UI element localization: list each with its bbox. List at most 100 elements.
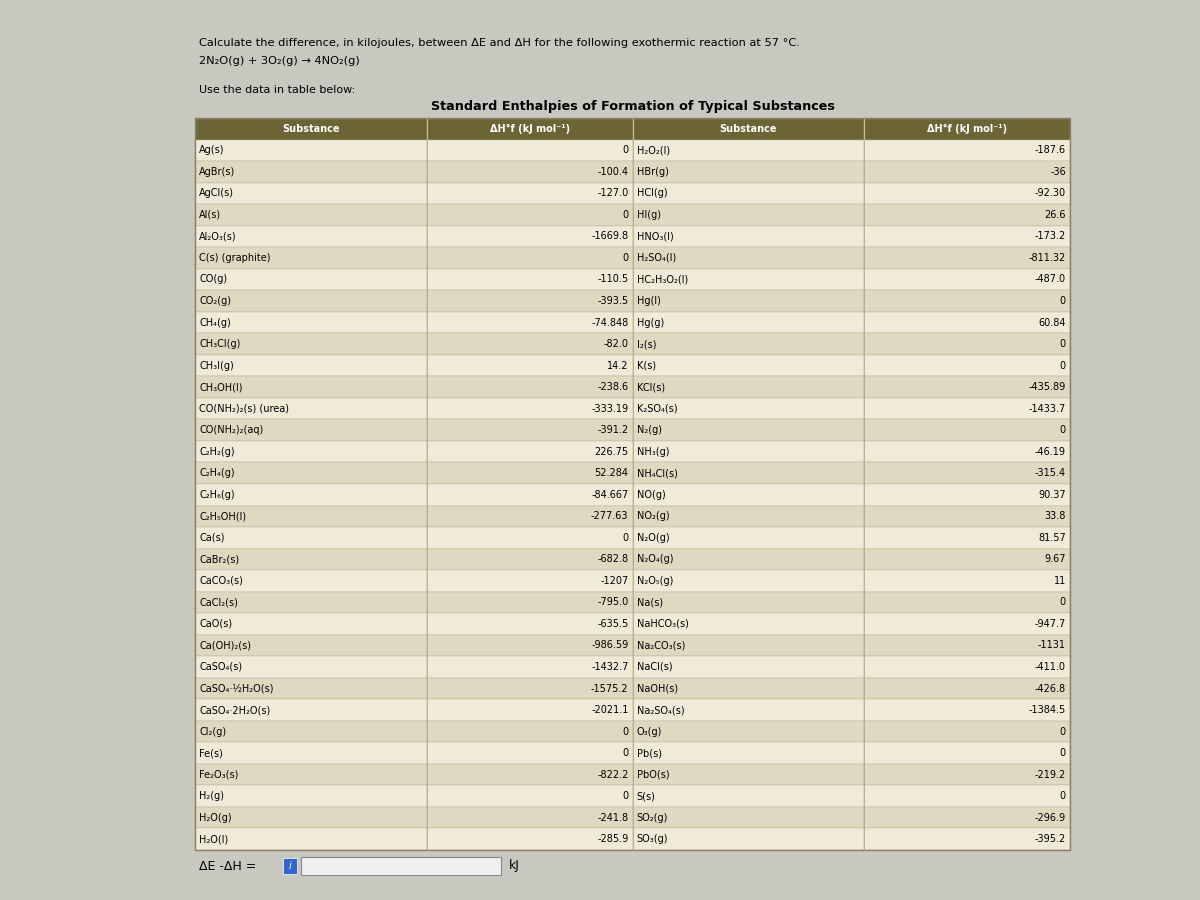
Bar (427, 613, 632, 634)
Bar (194, 786, 427, 807)
Bar (632, 355, 864, 376)
Bar (427, 355, 632, 376)
Bar (194, 290, 427, 311)
Text: 0: 0 (623, 145, 629, 156)
Text: -333.19: -333.19 (592, 403, 629, 414)
Bar (194, 506, 427, 527)
Bar (864, 829, 1070, 850)
Text: 0: 0 (623, 210, 629, 220)
Bar (194, 807, 427, 829)
Text: Na(s): Na(s) (636, 598, 662, 608)
Text: Substance: Substance (720, 124, 778, 134)
Bar (632, 829, 864, 850)
Bar (194, 311, 427, 333)
Bar (194, 140, 427, 161)
Text: 0: 0 (623, 726, 629, 736)
Bar (427, 118, 632, 140)
Bar (864, 678, 1070, 699)
Bar (864, 376, 1070, 398)
Bar (194, 118, 427, 140)
Bar (864, 742, 1070, 764)
Bar (864, 506, 1070, 527)
Bar (864, 549, 1070, 570)
Bar (194, 549, 427, 570)
Bar (864, 764, 1070, 786)
Bar (864, 613, 1070, 634)
Bar (427, 591, 632, 613)
Bar (427, 527, 632, 549)
Bar (427, 140, 632, 161)
Bar (427, 786, 632, 807)
Text: -1207: -1207 (600, 576, 629, 586)
Text: Ca(OH)₂(s): Ca(OH)₂(s) (199, 641, 251, 651)
Text: AgCl(s): AgCl(s) (199, 188, 234, 198)
Text: -277.63: -277.63 (592, 511, 629, 521)
Text: -1432.7: -1432.7 (592, 662, 629, 672)
Text: 11: 11 (1054, 576, 1066, 586)
Bar (194, 376, 427, 398)
Bar (632, 807, 864, 829)
Bar (194, 183, 427, 204)
Bar (864, 484, 1070, 506)
Text: Ca(s): Ca(s) (199, 533, 224, 543)
Bar (864, 226, 1070, 248)
Text: 226.75: 226.75 (594, 446, 629, 456)
Text: 81.57: 81.57 (1038, 533, 1066, 543)
Bar (427, 829, 632, 850)
Text: C₂H₆(g): C₂H₆(g) (199, 490, 235, 500)
Text: HI(g): HI(g) (636, 210, 660, 220)
Text: -92.30: -92.30 (1034, 188, 1066, 198)
Text: 0: 0 (1060, 296, 1066, 306)
Bar (283, 858, 298, 874)
Bar (864, 290, 1070, 311)
Bar (864, 656, 1070, 678)
Text: Standard Enthalpies of Formation of Typical Substances: Standard Enthalpies of Formation of Typi… (431, 100, 834, 113)
Bar (632, 656, 864, 678)
Text: NaHCO₃(s): NaHCO₃(s) (636, 619, 689, 629)
Text: -411.0: -411.0 (1034, 662, 1066, 672)
Bar (427, 764, 632, 786)
Bar (864, 634, 1070, 656)
Bar (864, 441, 1070, 463)
Text: 0: 0 (1060, 339, 1066, 349)
Text: 33.8: 33.8 (1045, 511, 1066, 521)
Text: C₂H₄(g): C₂H₄(g) (199, 468, 235, 478)
Bar (864, 721, 1070, 742)
Text: Pb(s): Pb(s) (636, 748, 661, 758)
Text: -296.9: -296.9 (1034, 813, 1066, 823)
Bar (194, 161, 427, 183)
Bar (864, 786, 1070, 807)
Text: 0: 0 (1060, 598, 1066, 608)
Bar (427, 742, 632, 764)
Text: -187.6: -187.6 (1034, 145, 1066, 156)
Bar (194, 333, 427, 355)
Bar (632, 311, 864, 333)
Text: N₂O₄(g): N₂O₄(g) (636, 554, 673, 564)
Text: -74.848: -74.848 (592, 318, 629, 328)
Bar (194, 248, 427, 269)
Bar (864, 248, 1070, 269)
Text: Cl₂(g): Cl₂(g) (199, 726, 226, 736)
Bar (427, 333, 632, 355)
Text: -2021.1: -2021.1 (592, 705, 629, 716)
Text: C₂H₂(g): C₂H₂(g) (199, 446, 235, 456)
Bar (194, 226, 427, 248)
Text: 9.67: 9.67 (1044, 554, 1066, 564)
Text: O₃(g): O₃(g) (636, 726, 662, 736)
Text: CH₃Cl(g): CH₃Cl(g) (199, 339, 240, 349)
Text: 0: 0 (1060, 425, 1066, 436)
Text: Calculate the difference, in kilojoules, between ΔE and ΔH for the following exo: Calculate the difference, in kilojoules,… (199, 38, 800, 48)
Text: Na₂CO₃(s): Na₂CO₃(s) (636, 641, 685, 651)
Text: K(s): K(s) (636, 361, 655, 371)
Text: CaSO₄(s): CaSO₄(s) (199, 662, 242, 672)
Bar (632, 786, 864, 807)
Bar (194, 355, 427, 376)
Text: -795.0: -795.0 (598, 598, 629, 608)
Text: N₂O(g): N₂O(g) (636, 533, 670, 543)
Text: CH₃OH(l): CH₃OH(l) (199, 382, 242, 392)
Text: Hg(l): Hg(l) (636, 296, 660, 306)
Text: -635.5: -635.5 (598, 619, 629, 629)
Bar (427, 570, 632, 591)
Bar (427, 699, 632, 721)
Bar (194, 570, 427, 591)
